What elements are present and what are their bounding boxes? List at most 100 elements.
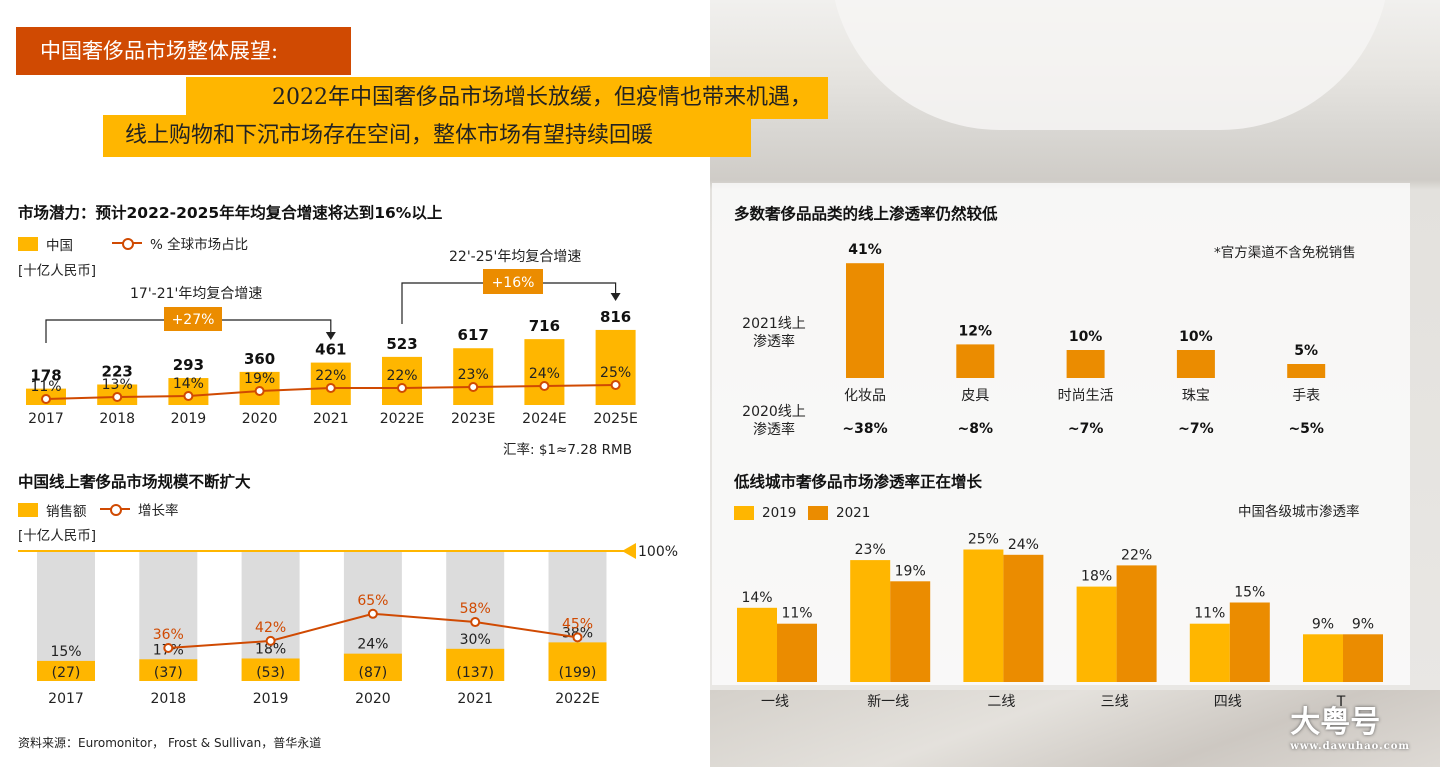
chart1-bar xyxy=(453,348,494,405)
chart2-growth-point xyxy=(163,643,174,653)
background-floor xyxy=(710,690,1440,767)
chart1-bar-value: 178 xyxy=(30,367,61,385)
chart1-bar-value: 461 xyxy=(315,341,346,359)
chart2-growth-point xyxy=(265,635,276,646)
chart3-category: 皮具 xyxy=(961,388,989,404)
chart4-category: 新一线 xyxy=(867,694,909,710)
chart2-sales-label: (27) xyxy=(52,665,81,681)
chart1-cagr1-box xyxy=(164,307,222,331)
chart4-bar-2019 xyxy=(850,560,891,682)
chart1-bar xyxy=(524,339,565,405)
chart3-bar-value: 41% xyxy=(848,242,882,258)
chart1-share-point xyxy=(41,394,51,404)
chart2-bar-online xyxy=(139,659,198,681)
chart3-2020-value: ~7% xyxy=(1178,421,1214,437)
watermark-main: 大粤号 xyxy=(1290,705,1381,740)
chart4-label-2019: 25% xyxy=(968,532,999,548)
chart2-legend-bar-label: 销售额 xyxy=(46,504,87,520)
chart4-label-2021: 9% xyxy=(1352,616,1374,632)
legend-swatch xyxy=(734,506,754,520)
chart4-bar-2021 xyxy=(1229,602,1270,682)
chart4-bar-2021 xyxy=(777,623,817,682)
chart1-share-label: 13% xyxy=(102,377,133,393)
chart2-bar-online xyxy=(446,648,505,681)
chart4-legend-a-label: 2019 xyxy=(762,505,797,521)
chart1-bar-value: 360 xyxy=(244,350,275,368)
chart4-category: 二线 xyxy=(987,694,1015,710)
chart3-2020-value: ~8% xyxy=(958,421,994,437)
chart4-legend-a: 2019 xyxy=(734,505,796,521)
chart2-sales-label: (137) xyxy=(456,665,494,681)
chart3-bar xyxy=(956,344,995,378)
chart1-legend-bar-label: 中国 xyxy=(46,238,73,254)
chart1-share-label: 19% xyxy=(244,371,275,387)
legend-line-icon xyxy=(100,503,130,516)
chart1-cagr1-label: 17'-21'年均复合增速 xyxy=(130,286,263,302)
chart1-legend-bar: 中国 xyxy=(18,234,73,254)
chart1-title: 市场潜力：预计2022-2025年年均复合增速将达到16%以上 xyxy=(18,204,443,222)
chart3-row-label-2021: 2021线上 渗透率 xyxy=(742,316,806,350)
chart3-bar xyxy=(846,263,884,378)
chart2-x-tick: 2018 xyxy=(150,691,186,707)
chart3-bar-value: 12% xyxy=(959,323,993,339)
chart4-label-2021: 22% xyxy=(1121,547,1152,563)
legend-swatch xyxy=(18,237,38,251)
chart4-label-2019: 11% xyxy=(1194,606,1225,622)
chart4-label-2021: 15% xyxy=(1234,585,1265,601)
chart3-2020-value: ~7% xyxy=(1068,421,1104,437)
chart4-label-2021: 19% xyxy=(895,563,926,579)
chart3-note: *官方渠道不含免税销售 xyxy=(1214,245,1356,261)
chart4-legend-b: 2021 xyxy=(808,505,870,521)
chart2-sales-label: (199) xyxy=(559,665,597,681)
chart1-legend-line-label: % 全球市场占比 xyxy=(150,237,249,253)
chart4-category: 一线 xyxy=(761,694,789,710)
chart2-share-label: 30% xyxy=(460,632,491,648)
chart1-share-label: 22% xyxy=(386,368,417,384)
chart2-growth-point xyxy=(470,617,481,628)
chart2-growth-label: 45% xyxy=(562,616,593,632)
chart2-bar-online xyxy=(241,658,300,681)
chart1-share-point xyxy=(325,383,336,393)
chart1-cagr2-arrow xyxy=(610,293,621,301)
legend-swatch xyxy=(808,506,828,520)
chart3-2020-value: ~5% xyxy=(1288,421,1324,437)
chart4-category: T xyxy=(1336,694,1346,710)
chart2-bar-online xyxy=(343,653,402,681)
right-panel xyxy=(712,183,1410,685)
chart3-category: 珠宝 xyxy=(1182,388,1210,404)
section-tag: 中国奢侈品市场整体展望: xyxy=(16,27,351,75)
chart1-bar-value: 716 xyxy=(529,317,560,335)
chart1-bar xyxy=(595,329,636,405)
chart2-x-tick: 2017 xyxy=(48,691,84,707)
chart1-x-tick: 2024E xyxy=(522,411,566,427)
chart2-legend-line: 增长率 xyxy=(100,499,179,519)
chart3-category: 化妆品 xyxy=(844,388,886,404)
chart2-share-label: 18% xyxy=(255,641,286,657)
chart2-x-tick: 2021 xyxy=(457,691,493,707)
chart2-growth-point xyxy=(572,632,583,643)
chart3-category: 手表 xyxy=(1292,388,1320,404)
chart1-x-tick: 2025E xyxy=(593,411,637,427)
chart4-bar-2019 xyxy=(1076,586,1117,682)
chart4-bar-2019 xyxy=(737,607,777,682)
chart1-x-tick: 2022E xyxy=(380,411,424,427)
chart1-share-point xyxy=(610,380,621,390)
chart1-plot: 178 2017 223 2018 293 2019 360 2020 461 2021 523 20… xyxy=(26,269,638,427)
chart1-share-label: 25% xyxy=(600,365,631,381)
chart4-label-2021: 11% xyxy=(781,606,812,622)
chart1-cagr2-value: +16% xyxy=(492,275,535,291)
chart1-fx-note: 汇率: $1≈7.28 RMB xyxy=(503,442,632,458)
chart3-bar xyxy=(1176,350,1215,378)
chart2-100-marker xyxy=(622,543,636,559)
chart4-bar-2019 xyxy=(963,549,1004,682)
chart1-x-tick: 2020 xyxy=(242,411,278,427)
chart1-share-label: 22% xyxy=(315,368,346,384)
headline-line-2: 线上购物和下沉市场存在空间，整体市场有望持续回暖 xyxy=(103,115,751,157)
chart1-bar-value: 523 xyxy=(386,335,417,353)
chart1-share-label: 24% xyxy=(529,366,560,382)
chart1-share-point xyxy=(397,383,407,393)
chart4-bar-2021 xyxy=(890,581,931,682)
source-note: 资料来源：Euromonitor， Frost & Sullivan，普华永道 xyxy=(18,736,322,750)
chart4-bar-2021 xyxy=(1116,565,1157,682)
watermark-logo: 大粤号 www.dawuhao.com xyxy=(1290,697,1410,752)
